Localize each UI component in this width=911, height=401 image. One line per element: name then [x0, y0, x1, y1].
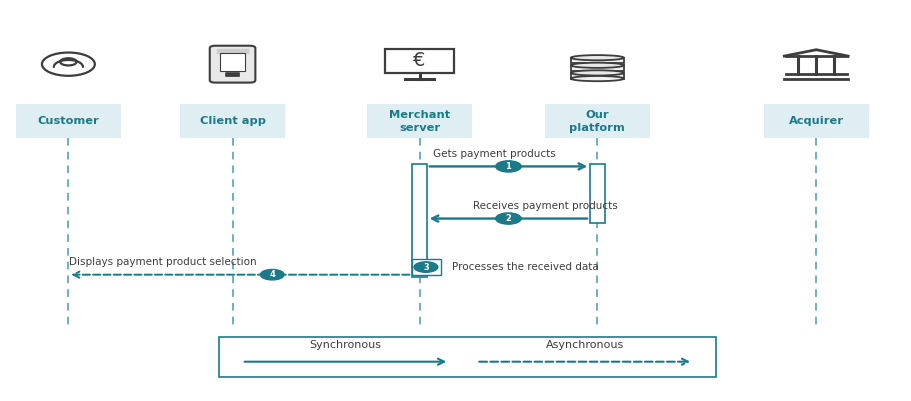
- Circle shape: [260, 269, 284, 280]
- Text: Client app: Client app: [200, 116, 265, 126]
- Circle shape: [414, 262, 437, 272]
- Bar: [385, 49, 454, 73]
- Text: Displays payment product selection: Displays payment product selection: [68, 257, 256, 267]
- Circle shape: [496, 161, 521, 172]
- Bar: [180, 104, 284, 138]
- FancyBboxPatch shape: [210, 46, 255, 83]
- Text: Merchant
server: Merchant server: [388, 110, 450, 132]
- Bar: [545, 104, 649, 138]
- Text: 4: 4: [269, 270, 275, 279]
- Bar: [589, 164, 604, 223]
- FancyBboxPatch shape: [225, 73, 240, 77]
- Ellipse shape: [570, 63, 623, 68]
- Text: Acquirer: Acquirer: [788, 116, 843, 126]
- Bar: [763, 104, 868, 138]
- Circle shape: [496, 213, 521, 224]
- Ellipse shape: [570, 76, 623, 81]
- Text: 1: 1: [505, 162, 511, 171]
- Text: Synchronous: Synchronous: [309, 340, 381, 350]
- Text: Our
platform: Our platform: [568, 110, 625, 132]
- Bar: [366, 104, 472, 138]
- Bar: [219, 337, 715, 377]
- Text: Customer: Customer: [37, 116, 99, 126]
- Text: Receives payment products: Receives payment products: [472, 201, 617, 211]
- Text: Gets payment products: Gets payment products: [433, 149, 556, 159]
- Text: 3: 3: [423, 263, 428, 271]
- Bar: [412, 164, 426, 277]
- Ellipse shape: [570, 55, 623, 60]
- Bar: [570, 58, 623, 63]
- Bar: [15, 104, 121, 138]
- Text: 2: 2: [505, 214, 511, 223]
- Ellipse shape: [570, 70, 623, 75]
- Text: €: €: [413, 51, 425, 70]
- Bar: [570, 65, 623, 71]
- Bar: [217, 49, 248, 53]
- Bar: [220, 53, 245, 71]
- Bar: [570, 73, 623, 79]
- Text: Asynchronous: Asynchronous: [545, 340, 623, 350]
- Text: Processes the received data: Processes the received data: [452, 262, 599, 272]
- Bar: [412, 259, 441, 275]
